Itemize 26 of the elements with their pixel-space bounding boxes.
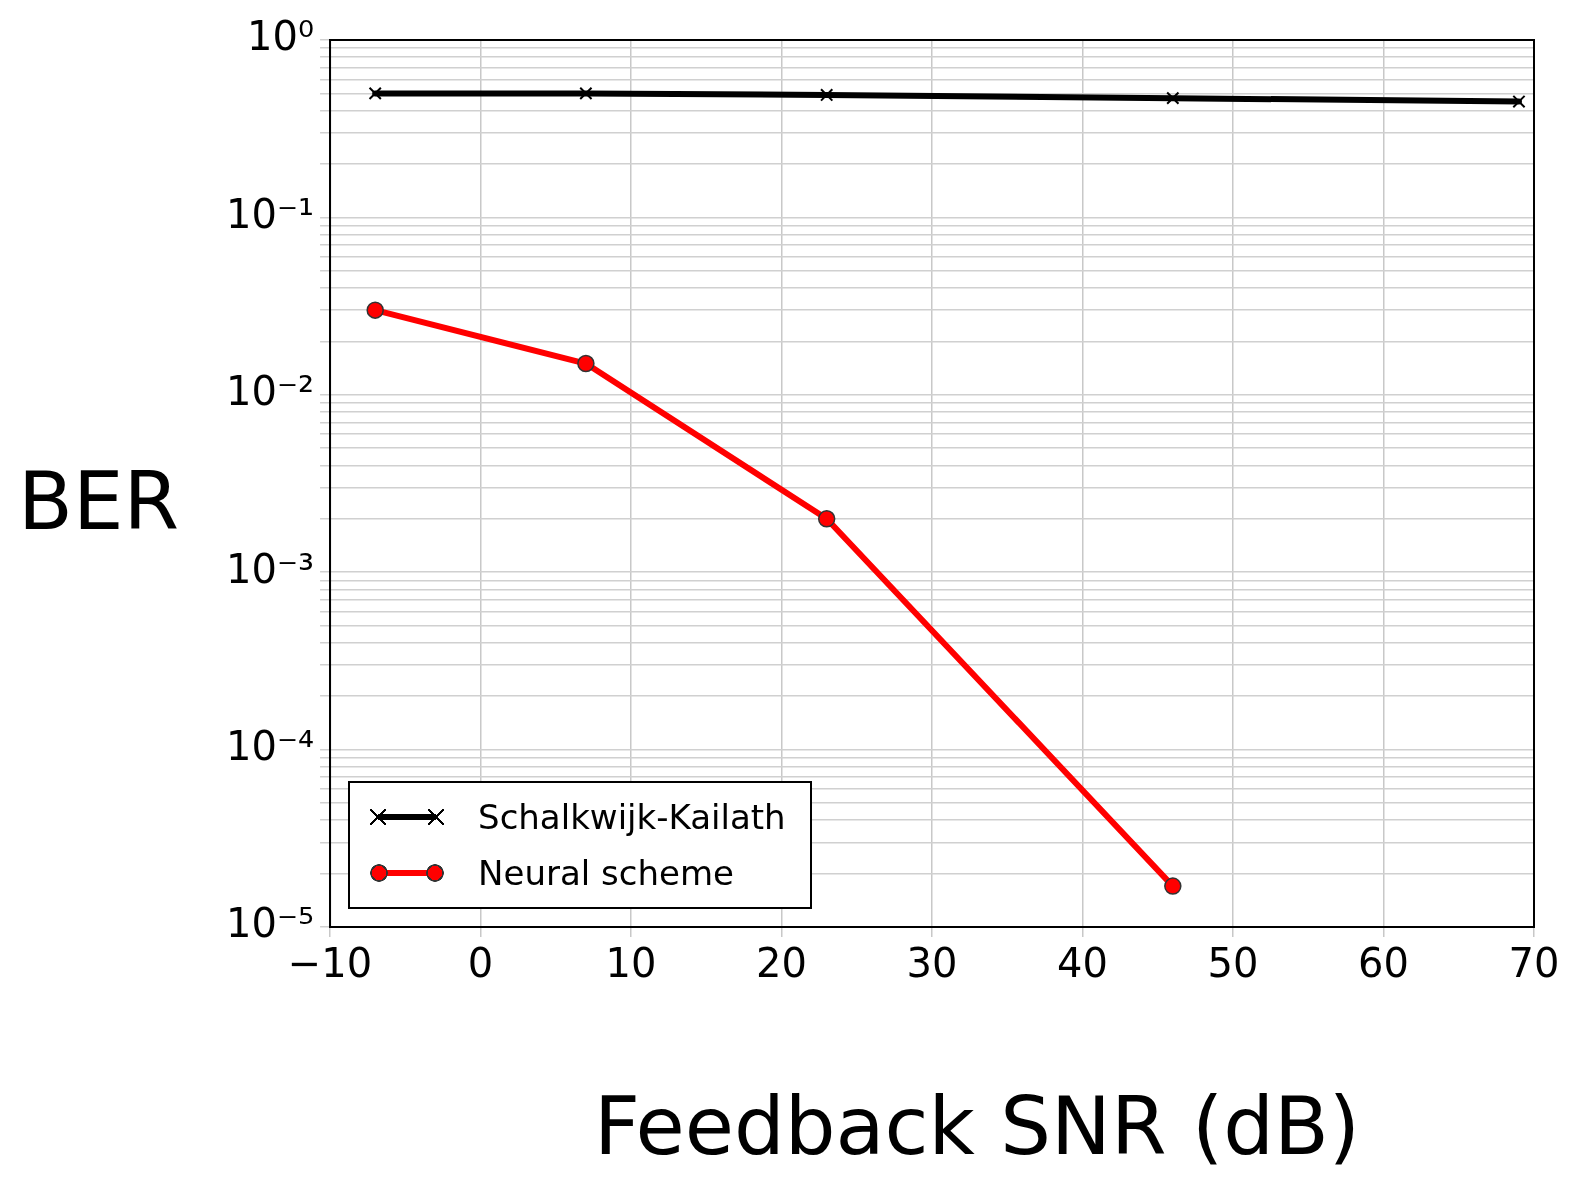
- point: [1164, 877, 1182, 895]
- point: [820, 88, 834, 102]
- point: [1166, 91, 1180, 105]
- x-tick-label: 60: [1358, 940, 1409, 987]
- y-axis-title: BER: [18, 455, 180, 548]
- point: [1512, 94, 1526, 109]
- point: [579, 86, 593, 101]
- point: [817, 510, 836, 528]
- x-tick-label: 50: [1207, 940, 1259, 987]
- point: [366, 301, 384, 319]
- legend-label: Schalkwijk-Kailath: [478, 797, 786, 837]
- y-tick-label: 10⁰: [247, 13, 315, 60]
- y-tick-label: 10⁻³: [226, 545, 315, 592]
- y-tick-label: 10⁻²: [226, 368, 315, 415]
- x-tick-label: 10: [605, 940, 657, 987]
- x-tick-label: 70: [1508, 940, 1560, 987]
- point: [577, 354, 595, 373]
- x-tick-label: 20: [756, 940, 807, 987]
- x-axis-title: Feedback SNR (dB): [592, 1080, 1362, 1173]
- x-tick-label: 30: [906, 940, 958, 987]
- legend-label: Neural scheme: [478, 853, 734, 893]
- y-tick-label: 10⁻¹: [226, 190, 315, 237]
- x-tick-label: 40: [1057, 940, 1108, 987]
- point: [368, 86, 382, 101]
- y-tick-label: 10⁻⁴: [226, 722, 315, 769]
- x-tick-label: 0: [467, 940, 494, 987]
